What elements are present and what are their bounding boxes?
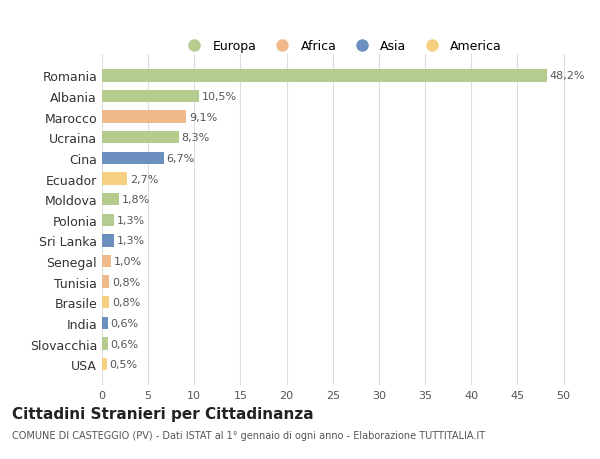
Text: 0,8%: 0,8% [112, 277, 140, 287]
Bar [102, 70, 547, 83]
Bar [102, 338, 107, 350]
Text: 9,1%: 9,1% [189, 112, 217, 123]
Text: 10,5%: 10,5% [202, 92, 237, 102]
Text: 1,3%: 1,3% [117, 215, 145, 225]
Text: 2,7%: 2,7% [130, 174, 158, 184]
Bar [102, 173, 127, 185]
Bar [102, 235, 114, 247]
Text: 8,3%: 8,3% [181, 133, 209, 143]
Text: 1,8%: 1,8% [121, 195, 149, 205]
Bar [102, 358, 107, 370]
Legend: Europa, Africa, Asia, America: Europa, Africa, Asia, America [177, 35, 507, 58]
Text: 1,0%: 1,0% [114, 257, 142, 267]
Text: COMUNE DI CASTEGGIO (PV) - Dati ISTAT al 1° gennaio di ogni anno - Elaborazione : COMUNE DI CASTEGGIO (PV) - Dati ISTAT al… [12, 431, 485, 440]
Text: Cittadini Stranieri per Cittadinanza: Cittadini Stranieri per Cittadinanza [12, 406, 314, 421]
Bar [102, 276, 109, 288]
Text: 0,8%: 0,8% [112, 297, 140, 308]
Text: 1,3%: 1,3% [117, 236, 145, 246]
Bar [102, 111, 186, 123]
Bar [102, 317, 107, 330]
Bar [102, 214, 114, 226]
Text: 6,7%: 6,7% [167, 154, 195, 163]
Text: 48,2%: 48,2% [550, 71, 585, 81]
Bar [102, 152, 164, 165]
Text: 0,6%: 0,6% [110, 339, 139, 349]
Bar [102, 132, 179, 144]
Text: 0,6%: 0,6% [110, 318, 139, 328]
Bar [102, 297, 109, 309]
Bar [102, 255, 111, 268]
Bar [102, 91, 199, 103]
Text: 0,5%: 0,5% [109, 359, 137, 369]
Bar [102, 194, 119, 206]
